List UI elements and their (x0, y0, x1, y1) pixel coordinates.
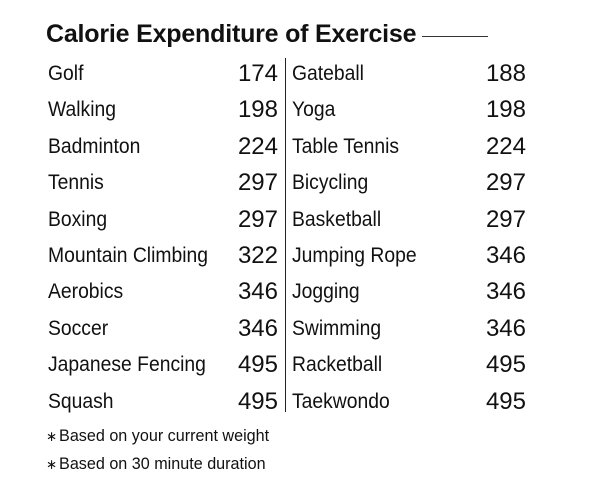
title-rule (422, 35, 489, 37)
calorie-value: 495 (237, 351, 278, 379)
footnote-text: Based on your current weight (59, 426, 270, 445)
exercise-name: Badminton (48, 134, 141, 158)
table-row: Golf 174 Gateball 188 (46, 56, 536, 92)
title-group: Calorie Expenditure of Exercise (46, 20, 489, 49)
exercise-name: Tennis (48, 171, 104, 195)
exercise-name: Gateball (292, 62, 364, 85)
exercise-name: Golf (48, 62, 84, 85)
calorie-value: 495 (237, 387, 278, 415)
calorie-value: 297 (237, 205, 278, 233)
calorie-value: 198 (237, 96, 278, 124)
calorie-value: 297 (485, 205, 526, 233)
exercise-name: Soccer (48, 316, 109, 340)
exercise-name: Aerobics (48, 280, 124, 304)
calorie-value: 346 (237, 278, 278, 306)
calorie-value: 297 (485, 169, 526, 197)
calorie-value: 346 (237, 314, 278, 342)
exercise-name: Yoga (292, 98, 336, 122)
exercise-name: Jogging (292, 280, 360, 304)
exercise-name: Racketball (292, 353, 383, 377)
table-row: Aerobics 346 Jogging 346 (46, 274, 536, 310)
calorie-value: 224 (485, 132, 526, 160)
calorie-value: 224 (237, 132, 278, 160)
calorie-value: 346 (485, 314, 526, 342)
calorie-value: 322 (237, 241, 278, 269)
calorie-value: 346 (485, 278, 526, 306)
exercise-name: Basketball (292, 207, 382, 231)
asterisk-marker: ∗ (46, 456, 58, 472)
calorie-value: 346 (485, 241, 526, 269)
table-row: Walking 198 Yoga 198 (46, 92, 536, 128)
asterisk-marker: ∗ (46, 428, 58, 444)
exercise-name: Swimming (292, 316, 382, 340)
exercise-name: Table Tennis (292, 134, 400, 158)
calorie-value: 495 (485, 351, 526, 379)
table-row: Tennis 297 Bicycling 297 (46, 165, 536, 201)
exercise-name: Taekwondo (292, 389, 390, 413)
table-row: Boxing 297 Basketball 297 (46, 202, 536, 238)
footnotes: ∗ Based on your current weight ∗ Based on 3… (46, 424, 281, 480)
table-row: Soccer 346 Swimming 346 (46, 311, 536, 347)
exercise-name: Mountain Climbing (48, 243, 209, 267)
footnote-text: Based on 30 minute duration (59, 454, 266, 473)
table-row: Squash 495 Taekwondo 495 (46, 384, 536, 420)
exercise-name: Jumping Rope (292, 243, 417, 267)
calorie-value: 174 (237, 60, 278, 87)
footnote: ∗ Based on 30 minute duration (46, 452, 269, 480)
calorie-value: 198 (485, 96, 526, 124)
calorie-table: Golf 174 Gateball 188 Walking 198 Yoga 198 Badmi… (46, 56, 536, 420)
exercise-name: Bicycling (292, 171, 369, 195)
calorie-value: 495 (485, 387, 526, 415)
table-row: Mountain Climbing 322 Jumping Rope 346 (46, 238, 536, 274)
table-row: Badminton 224 Table Tennis 224 (46, 129, 536, 165)
exercise-name: Walking (48, 98, 117, 122)
table-row: Japanese Fencing 495 Racketball 495 (46, 347, 536, 383)
footnote: ∗ Based on your current weight (46, 424, 269, 452)
exercise-name: Squash (48, 389, 114, 413)
calorie-value: 297 (237, 169, 278, 197)
chart-title: Calorie Expenditure of Exercise (46, 20, 417, 48)
exercise-name: Japanese Fencing (48, 353, 206, 377)
exercise-name: Boxing (48, 207, 108, 231)
calorie-value: 188 (485, 60, 526, 87)
column-divider (285, 58, 286, 412)
